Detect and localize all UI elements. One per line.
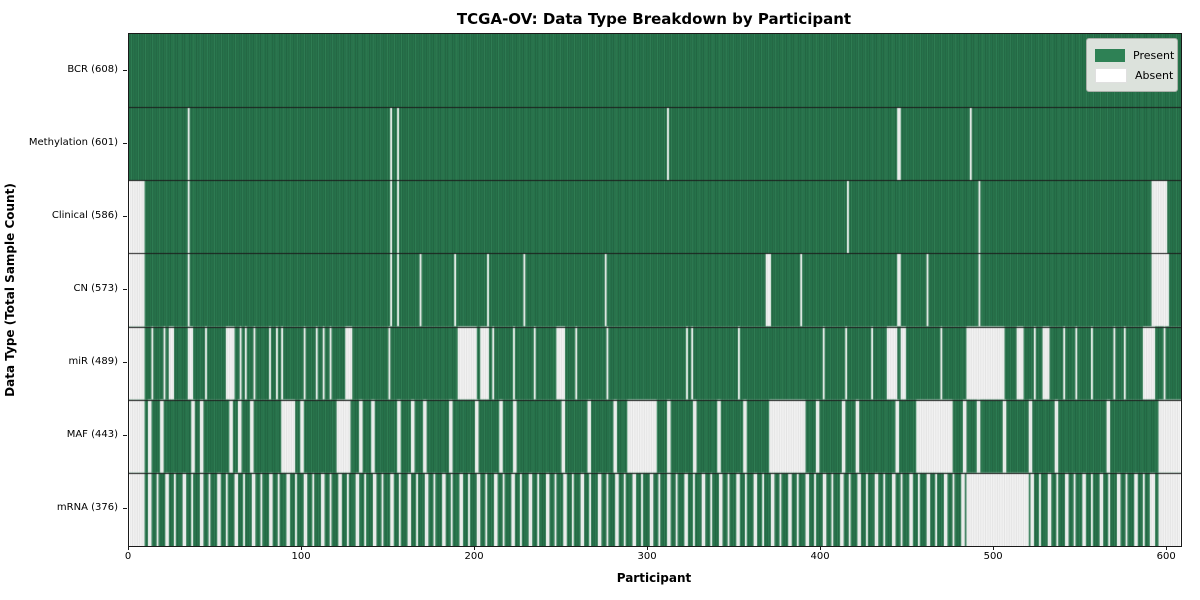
heatmap-canvas bbox=[129, 34, 1181, 546]
y-tick-label: CN (573) bbox=[73, 283, 118, 294]
y-tick-label: miR (489) bbox=[68, 356, 118, 368]
x-tick-label: 300 bbox=[637, 551, 657, 562]
y-tick-mark bbox=[123, 215, 127, 217]
x-axis-label: Participant bbox=[616, 571, 692, 585]
x-tick-mark bbox=[647, 546, 649, 550]
x-tick-mark bbox=[1166, 546, 1168, 550]
x-tick-label: 100 bbox=[291, 551, 311, 562]
y-tick-mark bbox=[123, 142, 127, 144]
chart-title: TCGA-OV: Data Type Breakdown by Particip… bbox=[456, 10, 852, 28]
x-tick-mark bbox=[301, 546, 303, 550]
y-tick-label: Methylation (601) bbox=[28, 136, 118, 148]
x-tick-mark bbox=[474, 546, 476, 550]
absent-swatch-icon bbox=[1095, 67, 1127, 83]
x-tick-mark bbox=[820, 546, 822, 550]
x-tick-mark bbox=[993, 546, 995, 550]
y-tick-label: BCR (608) bbox=[67, 63, 118, 75]
x-tick-label: 600 bbox=[1156, 551, 1176, 562]
y-tick-mark bbox=[123, 435, 127, 437]
x-tick-label: 0 bbox=[124, 551, 132, 562]
legend: Present Absent bbox=[1086, 38, 1178, 92]
x-tick-label: 400 bbox=[810, 551, 830, 562]
legend-entry-absent: Absent bbox=[1095, 65, 1173, 85]
x-tick-label: 500 bbox=[983, 551, 1003, 562]
x-tick-mark bbox=[128, 546, 129, 550]
legend-absent-label: Absent bbox=[1135, 68, 1174, 82]
plot-area bbox=[128, 33, 1182, 547]
x-tick-label: 200 bbox=[464, 551, 484, 562]
y-tick-label: mRNA (376) bbox=[56, 502, 118, 514]
y-tick-mark bbox=[123, 362, 127, 364]
legend-present-label: Present bbox=[1133, 48, 1175, 62]
present-swatch-icon bbox=[1095, 48, 1125, 62]
legend-entry-present: Present bbox=[1095, 45, 1174, 65]
y-tick-mark bbox=[123, 508, 127, 510]
y-tick-mark bbox=[123, 289, 127, 290]
y-tick-label: Clinical (586) bbox=[51, 209, 118, 221]
y-tick-label: MAF (443) bbox=[66, 429, 118, 441]
y-tick-mark bbox=[123, 69, 127, 71]
